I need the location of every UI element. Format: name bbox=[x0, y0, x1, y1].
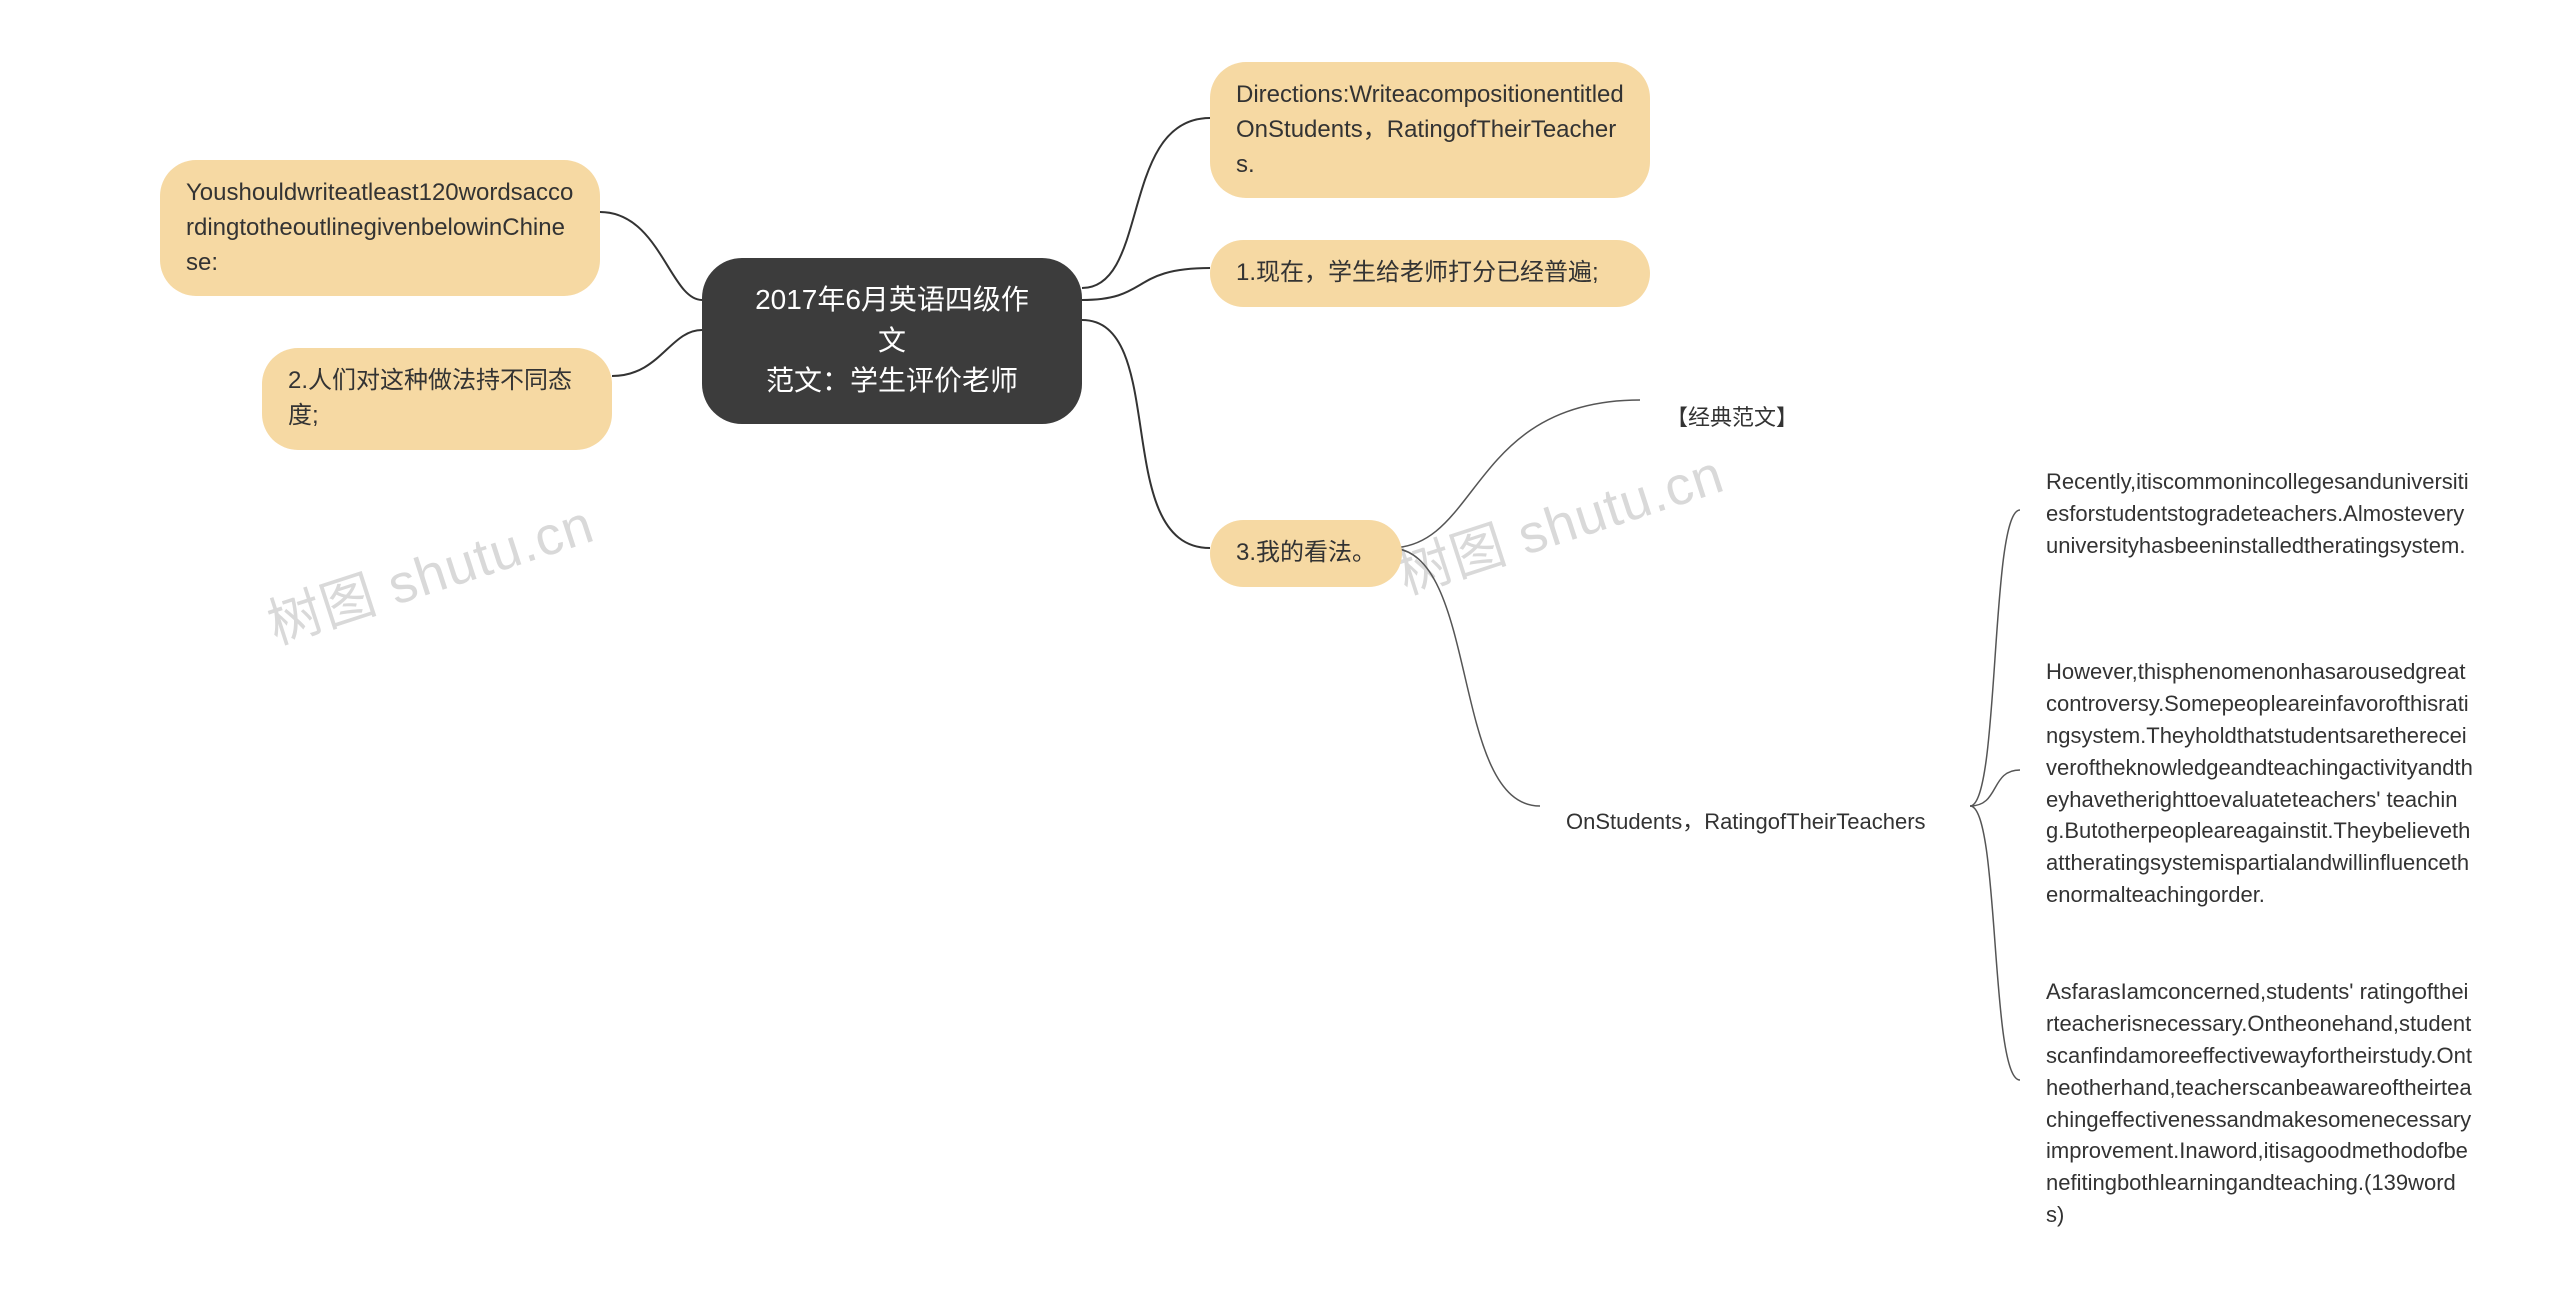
para-1: Recently,itiscommonincollegesanduniversi… bbox=[2020, 450, 2500, 578]
para-2-text: However,thisphenomenonhasarousedgreatcon… bbox=[2046, 659, 2473, 907]
right-node-2: 1.现在，学生给老师打分已经普遍; bbox=[1210, 240, 1650, 307]
watermark: 树图 shutu.cn bbox=[1386, 430, 1732, 610]
right-node-1-text: Directions:WriteacompositionentitledOnSt… bbox=[1236, 81, 1624, 178]
left-node-1: Youshouldwriteatleast120wordsaccordingto… bbox=[160, 160, 600, 296]
para-3-text: AsfarasIamconcerned,students' ratingofth… bbox=[2046, 979, 2472, 1227]
sub-node-1: 【经典范文】 bbox=[1640, 386, 1824, 450]
right-node-2-text: 1.现在，学生给老师打分已经普遍; bbox=[1236, 259, 1599, 286]
mindmap-root: 2017年6月英语四级作文 范文：学生评价老师 bbox=[702, 258, 1082, 424]
watermark: 树图 shutu.cn bbox=[256, 480, 602, 660]
left-node-2-text: 2.人们对这种做法持不同态度; bbox=[288, 367, 572, 429]
right-node-3: 3.我的看法。 bbox=[1210, 520, 1402, 587]
root-line1: 2017年6月英语四级作文 bbox=[742, 280, 1042, 361]
root-line2: 范文：学生评价老师 bbox=[742, 361, 1042, 402]
sub-node-2: OnStudents，RatingofTheirTeachers bbox=[1540, 790, 1970, 854]
left-node-2: 2.人们对这种做法持不同态度; bbox=[262, 348, 612, 450]
right-node-1: Directions:WriteacompositionentitledOnSt… bbox=[1210, 62, 1650, 198]
right-node-3-text: 3.我的看法。 bbox=[1236, 539, 1376, 566]
para-1-text: Recently,itiscommonincollegesanduniversi… bbox=[2046, 469, 2469, 558]
sub-node-1-text: 【经典范文】 bbox=[1666, 405, 1798, 430]
para-2: However,thisphenomenonhasarousedgreatcon… bbox=[2020, 640, 2500, 927]
sub-node-2-text: OnStudents，RatingofTheirTeachers bbox=[1566, 809, 1926, 834]
left-node-1-text: Youshouldwriteatleast120wordsaccordingto… bbox=[186, 179, 573, 276]
para-3: AsfarasIamconcerned,students' ratingofth… bbox=[2020, 960, 2500, 1247]
